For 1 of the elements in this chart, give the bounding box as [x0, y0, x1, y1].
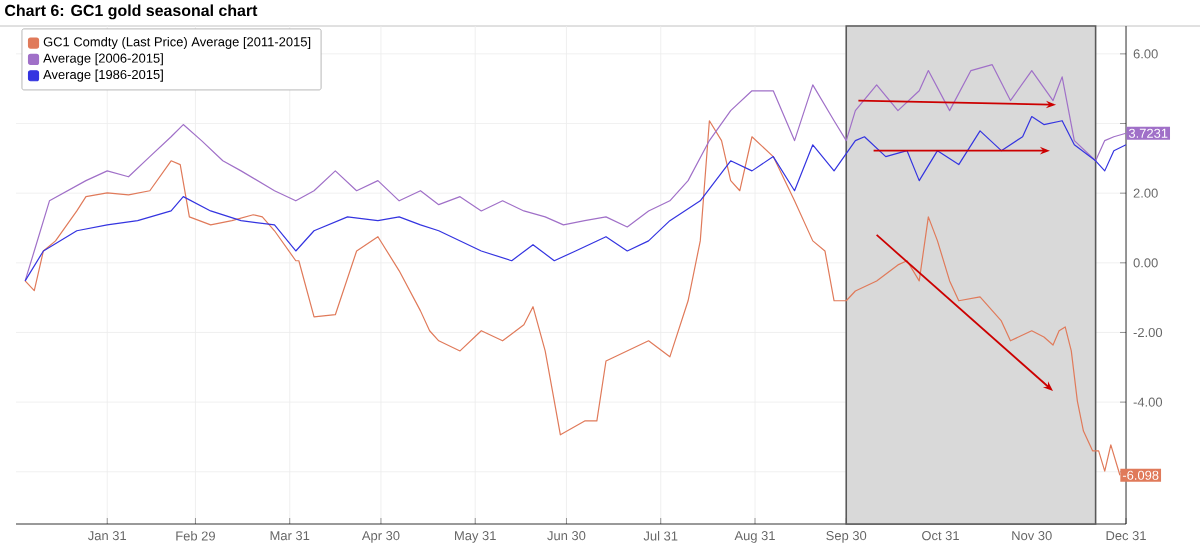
- line-series: [24, 115, 1127, 282]
